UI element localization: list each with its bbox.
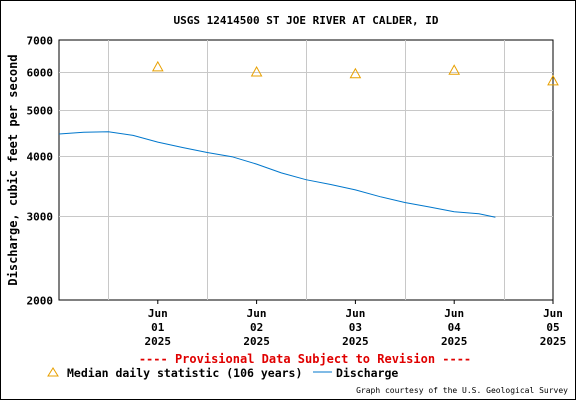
y-tick-label: 3000 (27, 211, 54, 224)
legend: Median daily statistic (106 years) Disch… (47, 366, 398, 380)
series-layer (58, 60, 559, 218)
x-tick-label: 2025 (145, 335, 172, 348)
y-tick-label: 4000 (27, 151, 54, 164)
y-tick-label: 2000 (27, 295, 54, 308)
x-tick-label: 05 (546, 321, 559, 334)
x-tick-label: 02 (250, 321, 263, 334)
x-axis-ticks: Jun012025Jun022025Jun032025Jun042025Jun0… (145, 300, 567, 348)
x-tick-label: 04 (448, 321, 462, 334)
legend-discharge-label: Discharge (336, 366, 398, 380)
graph-credit: Graph courtesy of the U.S. Geological Su… (356, 386, 568, 395)
median-marker (547, 74, 559, 86)
x-tick-label: Jun (247, 307, 267, 320)
y-axis-ticks: 2000 3000 4000 5000 6000 7000 (27, 35, 54, 308)
x-tick-label: 2025 (540, 335, 567, 348)
median-marker (250, 65, 263, 77)
y-tick-label: 7000 (27, 35, 54, 48)
provisional-notice: ---- Provisional Data Subject to Revisio… (139, 352, 471, 366)
y-axis-label: Discharge, cubic feet per second (6, 54, 20, 285)
legend-median-marker (47, 367, 59, 377)
x-tick-label: 03 (349, 321, 362, 334)
chart-title: USGS 12414500 ST JOE RIVER AT CALDER, ID (174, 14, 439, 27)
x-tick-label: 2025 (342, 335, 369, 348)
median-marker (151, 60, 164, 72)
x-tick-label: Jun (444, 307, 464, 320)
x-tick-label: Jun (345, 307, 365, 320)
x-tick-label: Jun (543, 307, 563, 320)
median-marker (448, 64, 461, 75)
x-tick-label: 2025 (243, 335, 270, 348)
grid-layer (59, 40, 553, 300)
x-tick-label: Jun (148, 307, 168, 320)
legend-median-label: Median daily statistic (106 years) (67, 366, 302, 380)
x-tick-label: 01 (151, 321, 165, 334)
y-tick-label: 5000 (27, 105, 54, 118)
y-tick-label: 6000 (27, 67, 54, 80)
discharge-line (58, 131, 496, 218)
median-marker (349, 67, 362, 79)
x-tick-label: 2025 (441, 335, 468, 348)
